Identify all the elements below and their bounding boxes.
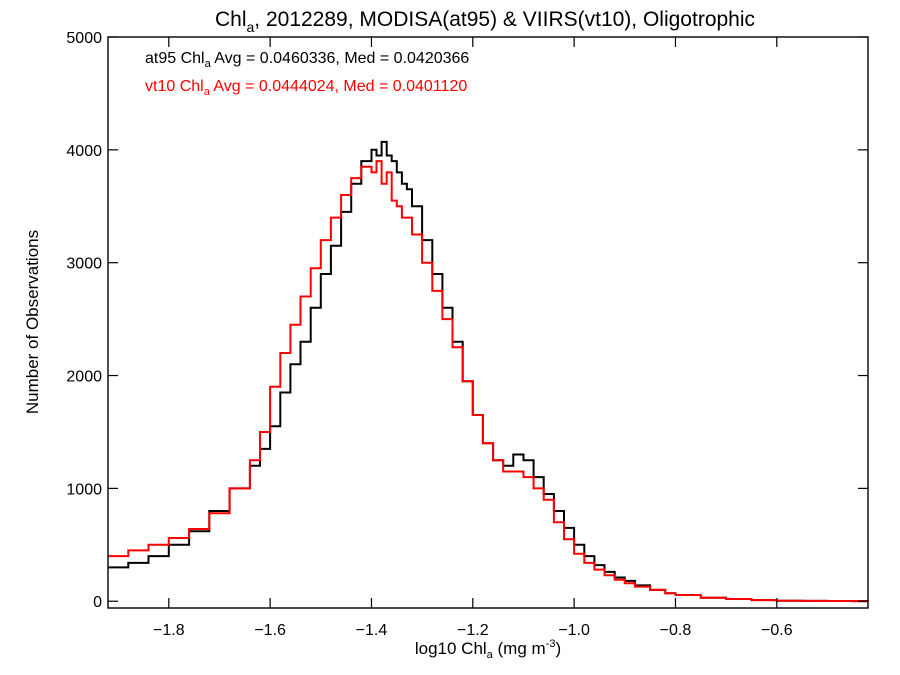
y-tick-label: 4000 [66,143,102,160]
tick-layer: −1.8 −1.6 −1.4 −1.2 −1.0 −0.8 −0.6 0 1000 2000 300… [66,30,868,639]
x-tick-label: −0.8 [660,622,692,639]
y-tick-label: 3000 [66,256,102,273]
y-tick-label: 0 [93,594,102,611]
x-tick-label: −1.2 [457,622,489,639]
y-tick-label: 1000 [66,481,102,498]
y-tick-label: 2000 [66,369,102,386]
series-layer [108,140,869,603]
y-axis-label: Number of Observations [23,230,42,414]
y-tick-label: 5000 [66,30,102,47]
series-vt10-line [108,160,869,603]
x-tick-label: −1.8 [153,622,185,639]
x-tick-label: −0.6 [761,622,793,639]
plot-frame [107,36,869,609]
x-tick-label: −1.0 [558,622,590,639]
x-tick-label: −1.4 [356,622,388,639]
annotation-vt10: vt10 Chla Avg = 0.0444024, Med = 0.04011… [145,78,467,98]
chart-title: Chla, 2012289, MODISA(at95) & VIIRS(vt10… [215,8,755,35]
x-tick-label: −1.6 [254,622,286,639]
x-axis-label: log10 Chla (mg m-3) [415,638,561,661]
annotation-at95: at95 Chla Avg = 0.0460336, Med = 0.04203… [145,50,469,70]
